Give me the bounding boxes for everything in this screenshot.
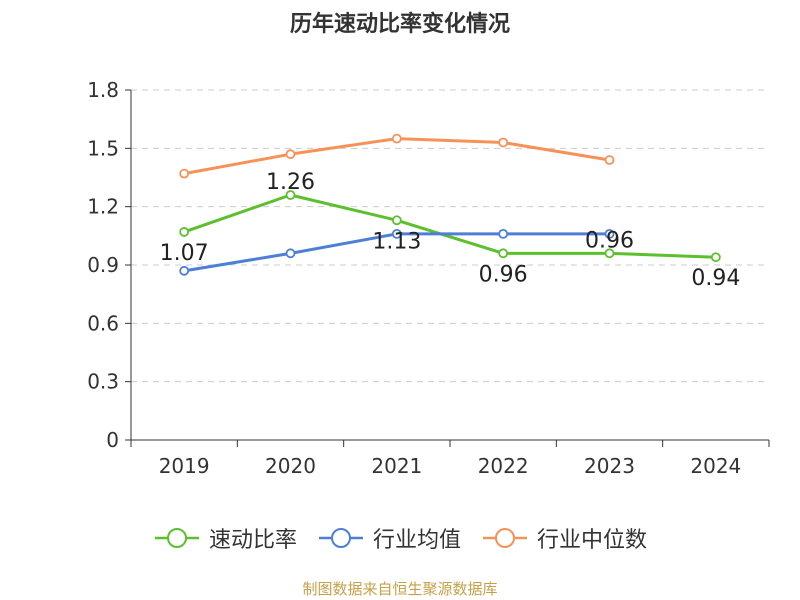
series-2-point[interactable] <box>285 248 296 259</box>
legend-marker-icon <box>318 528 363 548</box>
y-tick-label: 0.3 <box>87 370 119 394</box>
data-label: 1.13 <box>372 229 421 254</box>
series-3-point[interactable] <box>285 149 296 160</box>
data-label: 0.96 <box>585 228 634 253</box>
data-label: 1.07 <box>160 241 209 266</box>
series-2-point[interactable] <box>498 228 509 239</box>
x-tick-label: 2020 <box>265 454 316 478</box>
legend-item-1[interactable]: 速动比率 <box>153 522 297 554</box>
series-1-point[interactable] <box>710 252 721 263</box>
series-3-point[interactable] <box>604 155 615 165</box>
y-tick-label: 0 <box>106 428 119 452</box>
legend-marker-circle <box>495 528 515 548</box>
series-lines <box>179 133 721 276</box>
series-1-line <box>183 193 716 259</box>
y-tick-label: 0.9 <box>87 253 119 277</box>
x-tick-label: 2022 <box>478 454 529 478</box>
y-tick-label: 1.2 <box>87 195 119 219</box>
series-2-point[interactable] <box>391 228 402 239</box>
chart-title: 历年速动比率变化情况 <box>289 12 510 37</box>
y-tick-label: 0.6 <box>87 311 119 335</box>
x-tick-label: 2023 <box>584 454 635 478</box>
legend-marker-circle <box>166 528 187 548</box>
legend-label: 行业均值 <box>372 528 461 553</box>
series-3-point[interactable] <box>391 133 402 144</box>
data-label: 0.96 <box>479 262 528 287</box>
legend-marker-icon <box>154 528 199 548</box>
series-1-point[interactable] <box>285 190 296 200</box>
legend-label: 行业中位数 <box>537 528 648 553</box>
series-2-point[interactable] <box>179 265 190 276</box>
data-label: 0.94 <box>691 266 740 291</box>
legend-marker-icon <box>483 528 527 548</box>
gridlines <box>131 89 769 383</box>
data-label: 1.26 <box>266 170 315 195</box>
axes: 0 0.3 0.6 0.9 1.2 1.5 1.8 2019 2020 2021 2022 2023 2… <box>87 78 770 478</box>
legend-item-3[interactable]: 行业中位数 <box>481 522 647 554</box>
legend-marker-circle <box>330 528 351 548</box>
series-3-line <box>183 137 610 176</box>
data-labels: 1.07 1.26 1.13 0.96 0.96 0.94 <box>160 170 741 291</box>
x-tick-label: 2021 <box>371 454 422 478</box>
series-1-point[interactable] <box>498 248 509 259</box>
y-tick-label: 1.8 <box>87 78 119 102</box>
series-3-point[interactable] <box>179 168 190 179</box>
x-tick-label: 2019 <box>159 454 210 478</box>
series-1-point[interactable] <box>179 227 190 237</box>
legend: 速动比率 行业均值 行业中位数 <box>0 521 800 555</box>
series-3-point[interactable] <box>498 137 509 148</box>
legend-item-2[interactable]: 行业均值 <box>317 522 461 554</box>
legend-label: 速动比率 <box>208 528 297 553</box>
y-tick-label: 1.5 <box>87 136 119 160</box>
x-tick-label: 2024 <box>690 454 741 478</box>
source-note: 制图数据来自恒生聚源数据库 <box>302 580 498 598</box>
series-1-point[interactable] <box>604 248 615 259</box>
series-1-point[interactable] <box>391 215 402 226</box>
series-2-point[interactable] <box>604 228 615 239</box>
